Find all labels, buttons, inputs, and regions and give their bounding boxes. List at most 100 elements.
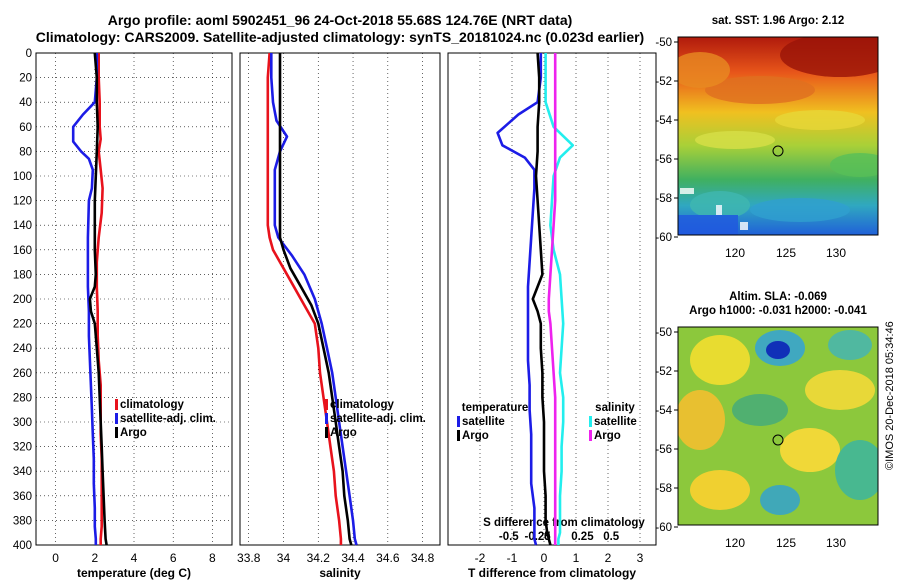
legend-swatch	[457, 430, 460, 441]
depth-tick-label: 160	[13, 245, 32, 257]
legend-swatch	[589, 416, 592, 427]
salinity-panel: 33.8 34 34.2 34.4 34.6 34.8 salinity climatolog…	[237, 52, 441, 580]
map-lat-label: -54	[655, 405, 672, 417]
salinity-tick-label: 34.6	[376, 551, 400, 565]
map-lat-label: -52	[655, 366, 672, 378]
map-lat-label: -50	[655, 37, 672, 49]
map-lat-label: -58	[655, 193, 672, 205]
tdiff-tick-label: -1	[507, 551, 518, 565]
sla-profile-marker	[772, 434, 784, 446]
legend-label: Argo	[462, 430, 489, 442]
map-lon-label: 125	[776, 536, 796, 550]
depth-tick-label: 240	[13, 343, 32, 355]
temperature-panel: 0204060801001201401601802002202402602803…	[13, 48, 233, 580]
depth-tick-label: 180	[13, 269, 32, 281]
sdiff-tick-label: 0.5	[603, 531, 620, 543]
tdiff-tick-label: -2	[475, 551, 486, 565]
tdiff-tick-label: 2	[605, 551, 612, 565]
temperature-tick-label: 2	[91, 551, 98, 565]
salinity-tick-label: 34.8	[411, 551, 435, 565]
tdiff-tick-label: 3	[637, 551, 644, 565]
map-lat-label: -56	[655, 444, 672, 456]
difference-axis-label: T difference from climatology	[468, 566, 636, 580]
map-lon-label: 120	[725, 536, 745, 550]
legend-title-temperature: temperature	[462, 402, 528, 414]
depth-tick-label: 60	[19, 122, 32, 134]
salinity-tick-label: 33.8	[237, 551, 261, 565]
map-lat-label: -52	[655, 76, 672, 88]
legend-swatch	[325, 427, 328, 438]
depth-tick-label: 100	[13, 171, 32, 183]
difference-series-t-argo	[531, 52, 552, 546]
salinity-series-satellite-adj-clim-	[269, 53, 358, 546]
temperature-tick-label: 8	[209, 551, 216, 565]
salinity-tick-label: 34.2	[307, 551, 331, 565]
map-lon-label: 125	[776, 246, 796, 260]
title-line-2: Climatology: CARS2009. Satellite-adjuste…	[35, 29, 645, 45]
sst-map-title: sat. SST: 1.96 Argo: 2.12	[711, 15, 845, 27]
tdiff-tick-label: 1	[573, 551, 580, 565]
depth-tick-label: 320	[13, 442, 32, 454]
map-lat-label: -60	[655, 232, 672, 244]
map-lon-label: 130	[826, 536, 846, 550]
legend-swatch	[589, 430, 592, 441]
depth-tick-label: 120	[13, 196, 32, 208]
depth-tick-label: 140	[13, 220, 32, 232]
sst-map	[677, 36, 879, 236]
temperature-axis-label: temperature (deg C)	[77, 566, 191, 580]
legend-swatch	[325, 399, 328, 410]
salinity-series-argo	[278, 53, 353, 546]
difference-frame	[447, 52, 657, 546]
sla-map	[677, 326, 879, 526]
temperature-tick-label: 0	[52, 551, 59, 565]
legend-swatch	[115, 399, 118, 410]
depth-tick-label: 40	[19, 97, 32, 109]
legend-label: satellite-adj. clim.	[120, 413, 216, 425]
map-lon-label: 120	[725, 246, 745, 260]
difference-series-s-argo	[547, 53, 557, 545]
sla-map-axes: -50 -52 -54 -56 -58 -60 120 125 130	[655, 327, 846, 550]
difference-panel: -2 -1 0 1 2 3-0.5 -0.250 0.25 0.5S difference fr…	[447, 52, 657, 580]
legend-label: Argo	[120, 427, 147, 439]
temperature-frame	[35, 52, 233, 546]
depth-tick-label: 20	[19, 73, 32, 85]
salinity-tick-label: 34	[277, 551, 291, 565]
depth-tick-label: 340	[13, 466, 32, 478]
map-lat-label: -54	[655, 115, 672, 127]
legend-label: satellite	[594, 416, 637, 428]
depth-tick-label: 80	[19, 146, 32, 158]
map-lat-label: -58	[655, 483, 672, 495]
legend-label: Argo	[330, 427, 357, 439]
depth-tick-label: 200	[13, 294, 32, 306]
imos-credit: ©IMOS 20-Dec-2018 05:34:46	[884, 321, 896, 470]
tdiff-tick-label: 0	[541, 551, 548, 565]
salinity-axis-label: salinity	[319, 566, 361, 580]
map-lon-label: 130	[826, 246, 846, 260]
legend-swatch	[457, 416, 460, 427]
sst-map-axes: -50 -52 -54 -56 -58 -60 120 125 130	[655, 37, 846, 260]
salinity-tick-label: 34.4	[341, 551, 365, 565]
title-line-1: Argo profile: aoml 5902451_96 24-Oct-201…	[107, 12, 573, 28]
depth-tick-label: 380	[13, 515, 32, 527]
depth-tick-label: 400	[13, 540, 32, 552]
legend-label: climatology	[330, 399, 395, 411]
temperature-tick-label: 4	[131, 551, 138, 565]
legend-swatch	[325, 413, 328, 424]
legend-label: Argo	[594, 430, 621, 442]
sst-profile-marker	[772, 145, 784, 157]
sdiff-tick-label: 0.25	[571, 531, 594, 543]
sla-map-title-line2: Argo h1000: -0.031 h2000: -0.041	[689, 305, 867, 317]
sdiff-tick-label: -0.5	[499, 531, 519, 543]
depth-tick-label: 220	[13, 319, 32, 331]
legend-label: climatology	[120, 399, 185, 411]
temperature-series-climatology	[95, 53, 104, 545]
salinity-series-climatology	[266, 52, 343, 545]
sdiff-tick-label: -0.25	[524, 531, 551, 543]
legend-label: satellite	[462, 416, 505, 428]
legend-swatch	[115, 427, 118, 438]
depth-tick-label: 280	[13, 392, 32, 404]
legend-swatch	[115, 413, 118, 424]
difference-series-s-satellite	[544, 53, 575, 545]
legend-label: satellite-adj. clim.	[330, 413, 426, 425]
